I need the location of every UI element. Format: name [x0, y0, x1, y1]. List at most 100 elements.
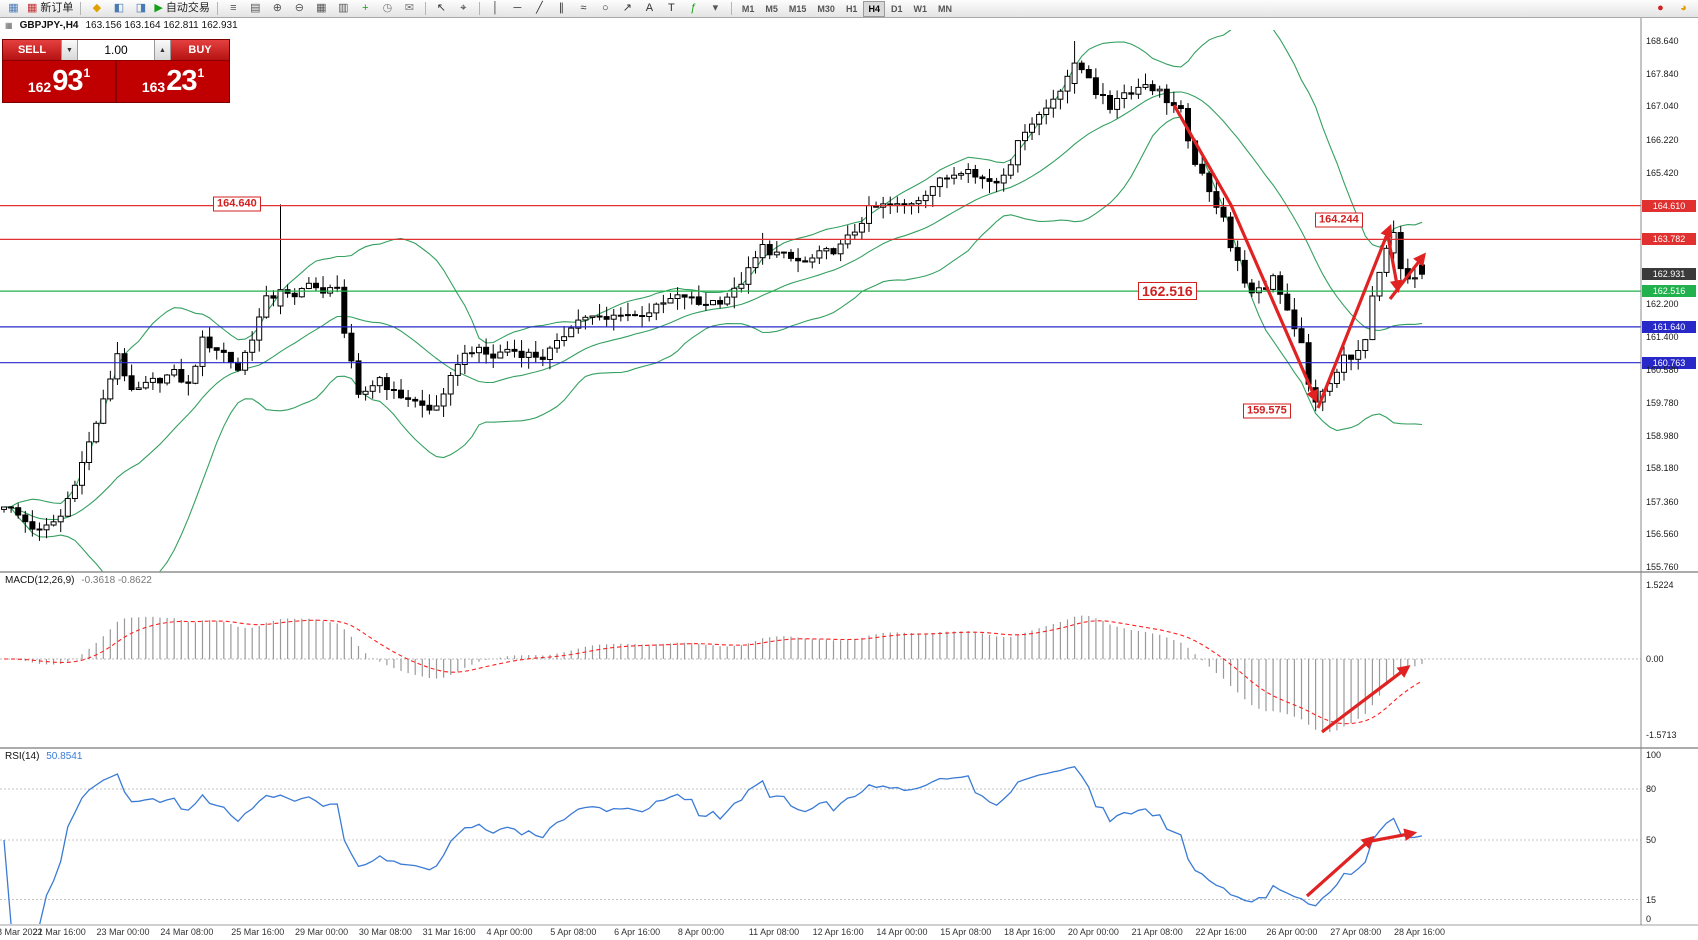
- channel-icon-glyph: ∥: [558, 2, 565, 14]
- new-order-button[interactable]: ▦ 新订单: [25, 1, 75, 17]
- fibonacci-icon-glyph: ≈: [580, 2, 587, 14]
- new-chart-icon-glyph: ▦: [8, 2, 19, 14]
- buy-price-sup: 1: [197, 66, 205, 80]
- autotrading-button-glyph: ▶: [154, 2, 163, 14]
- objects-list-icon-glyph: ▤: [250, 2, 261, 14]
- arrows-tool-icon-glyph: ↗: [622, 2, 632, 14]
- shapes-icon-glyph: ○: [602, 2, 609, 14]
- buy-button[interactable]: BUY: [171, 40, 229, 60]
- zoom-out-icon[interactable]: ⊖: [289, 1, 310, 17]
- buy-price-pips: 23: [166, 65, 197, 97]
- new-order-button-label: 新订单: [40, 2, 74, 14]
- zoom-in-icon[interactable]: ⊕: [267, 1, 288, 17]
- vertical-line-icon-glyph: │: [491, 2, 499, 14]
- horizontal-line-icon[interactable]: ─: [507, 1, 528, 17]
- rsi-up-arrow-2[interactable]: [1365, 828, 1418, 844]
- notifications-icon-glyph: ●: [1657, 2, 1664, 14]
- zoom-in-icon-glyph: ⊕: [272, 2, 282, 14]
- timeframe-M15[interactable]: M15: [788, 3, 807, 14]
- market-watch-icon-glyph: ◧: [113, 2, 125, 14]
- metaeditor-icon[interactable]: ◆: [86, 1, 107, 17]
- cursor-icon-glyph: ↖: [436, 2, 446, 14]
- sell-button[interactable]: SELL: [3, 40, 61, 60]
- toolbar-separator: [80, 2, 82, 15]
- price-label-164.640[interactable]: 164.640: [213, 196, 261, 212]
- mailbox-icon-glyph: ✉: [404, 2, 414, 14]
- tile-windows-icon[interactable]: ▦: [311, 1, 332, 17]
- rsi-up-arrow[interactable]: [1305, 835, 1375, 898]
- downtrend-arrow[interactable]: [1172, 104, 1319, 403]
- community-icon[interactable]: ◕: [1673, 1, 1694, 17]
- tools-dropdown-icon[interactable]: ▾: [705, 1, 726, 17]
- add-indicator-icon-glyph: ƒ: [690, 2, 697, 14]
- toolbar-right-icons: ● ◕: [1650, 1, 1695, 17]
- indicators-list-icon-glyph: ≡: [230, 2, 237, 14]
- notifications-icon[interactable]: ●: [1650, 1, 1671, 17]
- macd-up-arrow[interactable]: [1321, 665, 1411, 734]
- new-chart-window-icon[interactable]: +: [355, 1, 376, 17]
- metaeditor-icon-glyph: ◆: [92, 2, 102, 14]
- shapes-icon[interactable]: ○: [595, 1, 616, 17]
- autotrading-button[interactable]: ▶ 自动交易: [152, 1, 211, 17]
- price-label-159.575[interactable]: 159.575: [1243, 403, 1291, 419]
- auto-arrange-icon-glyph: ▥: [338, 2, 349, 14]
- tools-dropdown-icon-glyph: ▾: [712, 2, 719, 14]
- volume-input[interactable]: 1.00: [78, 40, 154, 60]
- period-clock-icon[interactable]: ◷: [377, 1, 398, 17]
- new-chart-window-icon-glyph: +: [362, 2, 369, 14]
- crosshair-icon-glyph: ⌖: [460, 2, 467, 14]
- data-window-icon-glyph: ◨: [135, 2, 147, 14]
- timeframe-W1[interactable]: W1: [913, 3, 927, 14]
- rebound-arrow[interactable]: [1316, 224, 1393, 409]
- macd-series: [4, 615, 1423, 733]
- buy-price-button[interactable]: 163 23 1: [117, 61, 229, 102]
- market-watch-icon[interactable]: ◧: [108, 1, 129, 17]
- channel-icon[interactable]: ∥: [551, 1, 572, 17]
- toolbar-separator: [424, 2, 426, 15]
- trendline-icon-glyph: ╱: [536, 2, 543, 14]
- add-indicator-icon[interactable]: ƒ: [683, 1, 704, 17]
- timeframe-M1[interactable]: M1: [741, 3, 755, 14]
- text-tool-icon[interactable]: A: [639, 1, 660, 17]
- objects-list-icon[interactable]: ▤: [245, 1, 266, 17]
- volume-increase-button[interactable]: ▲: [154, 40, 171, 60]
- rsi-series: [3, 765, 1423, 924]
- auto-arrange-icon[interactable]: ▥: [333, 1, 354, 17]
- one-click-trading-panel: SELL ▼ 1.00 ▲ BUY 162 93 1 163 23 1: [2, 39, 230, 103]
- volume-decrease-button[interactable]: ▼: [61, 40, 78, 60]
- text-tool-icon-glyph: A: [645, 2, 654, 14]
- pullback-arrow[interactable]: [1385, 230, 1403, 294]
- timeframe-H4[interactable]: H4: [863, 0, 885, 17]
- timeframe-MN[interactable]: MN: [937, 3, 952, 14]
- period-clock-icon-glyph: ◷: [382, 2, 393, 14]
- label-tool-icon[interactable]: T: [661, 1, 682, 17]
- data-window-icon[interactable]: ◨: [130, 1, 151, 17]
- label-tool-icon-glyph: T: [668, 2, 675, 14]
- fibonacci-icon[interactable]: ≈: [573, 1, 594, 17]
- price-chart: [0, 18, 1698, 926]
- price-label-164.244[interactable]: 164.244: [1315, 212, 1363, 228]
- zoom-out-icon-glyph: ⊖: [294, 2, 304, 14]
- crosshair-icon[interactable]: ⌖: [453, 1, 474, 17]
- timeframe-M5[interactable]: M5: [765, 3, 778, 14]
- community-icon-glyph: ◕: [1680, 2, 1687, 14]
- timeframe-D1[interactable]: D1: [890, 3, 903, 14]
- cursor-icon[interactable]: ↖: [431, 1, 452, 17]
- timeframe-M30[interactable]: M30: [817, 3, 835, 14]
- autotrading-button-label: 自动交易: [165, 2, 210, 14]
- sell-price-sup: 1: [83, 66, 91, 80]
- vertical-line-icon[interactable]: │: [485, 1, 506, 17]
- price-label-162.516[interactable]: 162.516: [1138, 282, 1197, 300]
- toolbar-separator: [478, 2, 480, 15]
- arrows-tool-icon[interactable]: ↗: [617, 1, 638, 17]
- indicators-list-icon[interactable]: ≡: [223, 1, 244, 17]
- sell-price-button[interactable]: 162 93 1: [3, 61, 117, 102]
- timeframe-H1[interactable]: H1: [845, 3, 858, 14]
- continuation-arrow[interactable]: [1388, 252, 1426, 300]
- toolbar-separator: [216, 2, 218, 15]
- mailbox-icon[interactable]: ✉: [399, 1, 420, 17]
- trendline-icon[interactable]: ╱: [529, 1, 550, 17]
- new-chart-icon[interactable]: ▦: [3, 1, 24, 17]
